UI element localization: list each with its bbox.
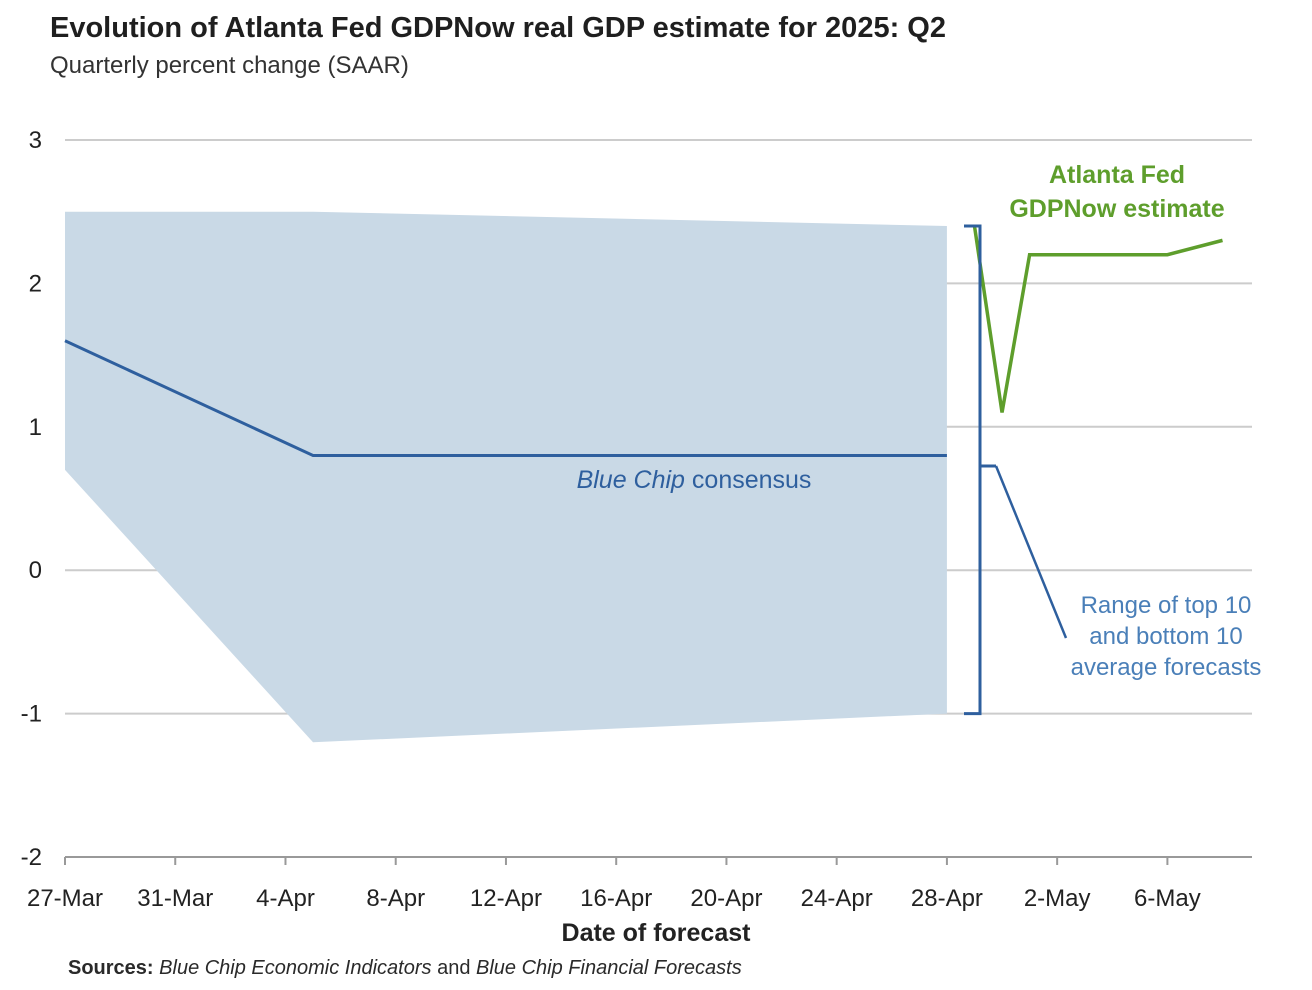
x-tick-label: 4-Apr [256,885,315,912]
range-label: Range of top 10 [1081,592,1252,619]
range-label: and bottom 10 [1089,623,1242,650]
x-tick-label: 20-Apr [690,885,762,912]
forecast-range-band [65,211,947,743]
y-tick-label: 3 [29,127,42,154]
x-tick-label: 2-May [1024,885,1091,912]
x-axis-ticks: 27-Mar 31-Mar 4-Apr 8-Apr 12-Apr 16-Apr 20-Apr… [27,857,1201,912]
chart-subtitle: Quarterly percent change (SAAR) [50,52,409,79]
x-tick-label: 12-Apr [470,885,542,912]
source-1: Blue Chip Economic Indicators [159,957,432,979]
gdpnow-estimate-label: GDPNow estimate [1009,195,1224,223]
sources-note: Sources: Blue Chip Economic Indicators a… [68,957,742,980]
series-lines [64,225,1223,457]
x-tick-label: 6-May [1134,885,1201,912]
annotations: Blue Chip consensus Atlanta Fed GDPNow est… [577,161,1262,716]
sources-label: Sources: [68,957,154,979]
gdpnow-estimate-label: Atlanta Fed [1049,161,1185,189]
x-axis-title: Date of forecast [562,919,752,947]
x-axis: Date of forecast [65,856,1252,947]
sources-joiner: and [437,957,471,979]
x-tick-label: 28-Apr [911,885,983,912]
range-label: average forecasts [1071,654,1262,681]
chart-title: Evolution of Atlanta Fed GDPNow real GDP… [50,12,946,44]
x-tick-label: 16-Apr [580,885,652,912]
x-tick-label: 27-Mar [27,885,103,912]
y-tick-label: 0 [29,557,42,584]
x-tick-label: 8-Apr [366,885,425,912]
gdpnow-estimate-line [972,225,1223,413]
range-bracket [964,224,996,716]
blue-chip-consensus-line [64,339,947,457]
y-tick-label: -2 [21,844,42,871]
x-tick-label: 31-Mar [137,885,213,912]
range-leader-line [994,465,1068,639]
source-2: Blue Chip Financial Forecasts [476,957,742,979]
x-tick-label: 24-Apr [801,885,873,912]
blue-chip-consensus-label: Blue Chip consensus [577,466,812,494]
forecast-range-area [65,211,947,743]
y-tick-label: 2 [29,270,42,297]
y-tick-label: -1 [21,701,42,728]
y-tick-label: 1 [29,414,42,441]
y-axis-ticks: 3 2 1 0 -1 -2 [21,127,42,871]
